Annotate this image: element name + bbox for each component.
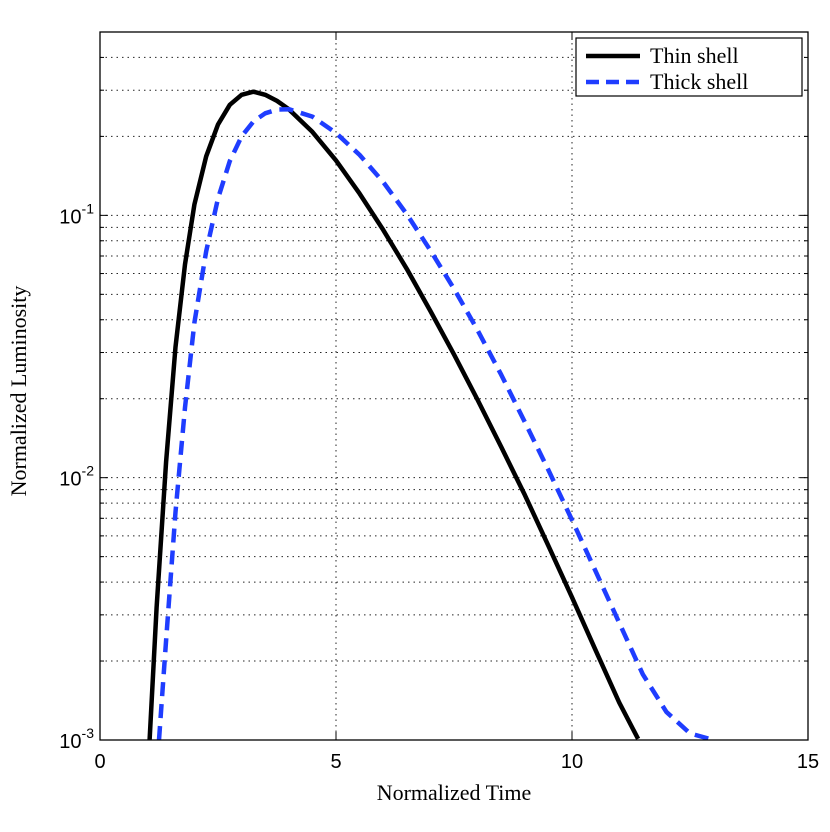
- legend-label-thin-shell: Thin shell: [650, 43, 739, 68]
- x-tick-label: 0: [94, 751, 105, 773]
- series-line-thin-shell: [147, 89, 641, 740]
- x-tick-label: 15: [797, 751, 819, 773]
- plot-frame: [99, 31, 809, 741]
- ticks: [99, 31, 809, 741]
- x-tick-label: 10: [561, 751, 583, 773]
- legend-label-thick-shell: Thick shell: [650, 69, 748, 94]
- grid: [100, 32, 808, 740]
- series-layer: [147, 89, 715, 740]
- legend: Thin shell Thick shell: [575, 37, 803, 97]
- x-axis-label: Normalized Time: [377, 780, 532, 805]
- y-tick-label: 10-1: [59, 200, 94, 228]
- y-tick-label: 10-2: [59, 463, 94, 491]
- series-line-thick-shell: [156, 106, 715, 740]
- legend-box: [575, 37, 803, 97]
- tick-labels: 0 5 10 15 10-3 10-2 10-1: [59, 200, 819, 773]
- x-tick-label: 5: [330, 751, 341, 773]
- y-tick-label: 10-3: [59, 725, 94, 753]
- y-axis-label: Normalized Luminosity: [6, 286, 31, 497]
